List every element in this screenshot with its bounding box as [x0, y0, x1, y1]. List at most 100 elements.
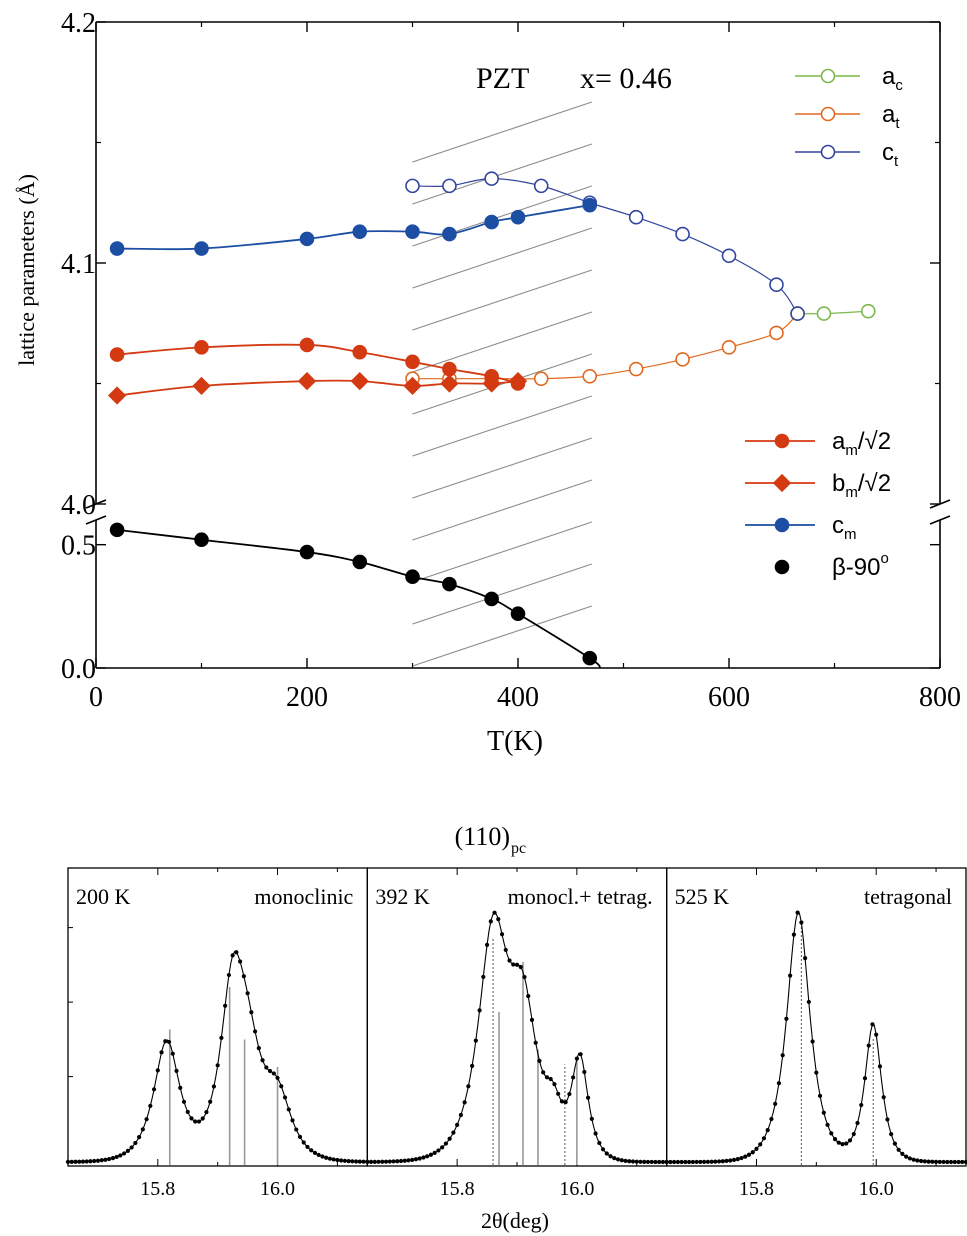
panel-phase-label: tetragonal: [864, 884, 952, 909]
x-tick-label: 800: [919, 682, 961, 713]
diffraction-data-point: [73, 1159, 78, 1164]
diffraction-data-point: [716, 1159, 722, 1164]
diffraction-data-point: [301, 1140, 306, 1145]
data-point-bm: [350, 371, 369, 391]
diffraction-data-point: [312, 1150, 318, 1156]
data-point-cm: [299, 231, 315, 247]
diffraction-data-point: [866, 1043, 871, 1048]
diffraction-data-point: [960, 1159, 965, 1165]
diffraction-data-point: [937, 1159, 942, 1165]
x-tick-label: 400: [497, 682, 539, 713]
diffraction-data-point: [705, 1159, 710, 1164]
x-tick-label: 600: [708, 682, 750, 713]
diffraction-data-point: [672, 1159, 677, 1165]
diffraction-data-point: [181, 1099, 187, 1104]
diffraction-data-point: [103, 1157, 108, 1162]
diffraction-data-point: [544, 1075, 550, 1080]
diffraction-data-point: [488, 919, 493, 924]
diffraction-data-point: [219, 1035, 224, 1040]
diffraction-data-point: [496, 917, 501, 922]
data-point-cm: [582, 197, 598, 213]
panel-x-tick-label: 15.8: [440, 1178, 475, 1200]
series-cm: [109, 197, 598, 256]
diffraction-data-point: [331, 1157, 336, 1162]
diffraction-data-point: [795, 910, 800, 915]
diffraction-data-point: [904, 1154, 909, 1159]
panel-frame: [67, 867, 368, 1167]
diffraction-data-point: [95, 1158, 101, 1163]
series-at: [405, 306, 805, 386]
diffraction-data-point: [956, 1159, 961, 1165]
data-point-am: [484, 368, 499, 384]
diffraction-data-point: [593, 1131, 598, 1136]
diffraction-data-point: [324, 1155, 329, 1160]
diffraction-data-point: [574, 1056, 579, 1061]
data-point-at: [628, 361, 644, 377]
legend-entry-top: at: [795, 101, 900, 132]
data-point-am: [299, 337, 315, 353]
diffraction-data-point: [279, 1084, 284, 1089]
diffraction-data-point: [653, 1159, 658, 1165]
data-point-ac: [860, 303, 876, 319]
series-line-at: [412, 313, 798, 380]
diffraction-data-point: [619, 1158, 624, 1163]
diffraction-data-point: [948, 1159, 954, 1165]
diffraction-data-point: [701, 1159, 707, 1164]
legend-label-sub: c: [895, 77, 903, 94]
legend-label: cm: [832, 512, 857, 543]
diffraction-data-point: [99, 1158, 104, 1163]
diffraction-data-point: [320, 1154, 325, 1159]
data-point-beta: [194, 532, 209, 548]
legend-entry-top: ct: [795, 139, 899, 170]
diffraction-data-point: [844, 1141, 849, 1146]
data-point-beta: [484, 591, 499, 607]
diffraction-data-point: [514, 962, 520, 967]
diffraction-data-point: [65, 1159, 71, 1164]
diffraction-data-point: [919, 1158, 924, 1164]
diffraction-data-point: [136, 1135, 142, 1140]
diffraction-data-point: [597, 1140, 602, 1146]
diffraction-data-point: [155, 1068, 160, 1073]
diffraction-data-point: [398, 1158, 404, 1164]
diffraction-data-point: [294, 1127, 299, 1132]
diffraction-data-point: [541, 1070, 546, 1075]
series-line-ac: [797, 310, 869, 315]
diffraction-data-point: [204, 1110, 209, 1115]
diffraction-data-point: [466, 1084, 471, 1089]
diffraction-data-point: [840, 1142, 845, 1147]
diffraction-data-point: [832, 1137, 838, 1142]
diffraction-data-point: [282, 1095, 288, 1100]
diffraction-data-point: [803, 956, 808, 961]
diffraction-data-point: [687, 1159, 692, 1165]
data-point-bm: [403, 376, 422, 396]
series-line-am: [117, 343, 519, 385]
diffraction-data-point: [679, 1159, 684, 1165]
upper-y-tick-label: 4.0: [61, 490, 96, 521]
diffraction-profile-line: [67, 951, 368, 1163]
diffraction-data-point: [563, 1099, 568, 1105]
diffraction-profile-line: [666, 911, 966, 1163]
hatch-line: [412, 311, 593, 373]
hatch-line: [412, 605, 593, 667]
data-point-cm: [405, 224, 420, 239]
diffraction-data-point: [769, 1116, 774, 1122]
legend-label-base: a: [882, 101, 896, 128]
diffraction-data-point: [604, 1151, 609, 1156]
diffraction-data-point: [773, 1101, 778, 1106]
diffraction-data-point: [436, 1148, 441, 1153]
diffraction-data-point: [600, 1147, 606, 1152]
legend-marker: [820, 144, 836, 160]
legend-label: ac: [882, 63, 903, 94]
diffraction-data-point: [80, 1159, 86, 1164]
diffraction-data-point: [578, 1052, 583, 1057]
diffraction-data-point: [945, 1159, 950, 1165]
data-point-beta: [109, 522, 125, 538]
legend-label-base: a: [882, 63, 896, 90]
diffraction-data-point: [836, 1140, 841, 1145]
diffraction-data-point: [922, 1159, 927, 1164]
legend-entry-bottom: bm/√2: [745, 470, 891, 501]
hatch-line: [412, 143, 593, 205]
diffraction-data-point: [709, 1159, 714, 1164]
diffraction-data-point: [649, 1159, 654, 1165]
diffraction-data-point: [821, 1110, 826, 1115]
